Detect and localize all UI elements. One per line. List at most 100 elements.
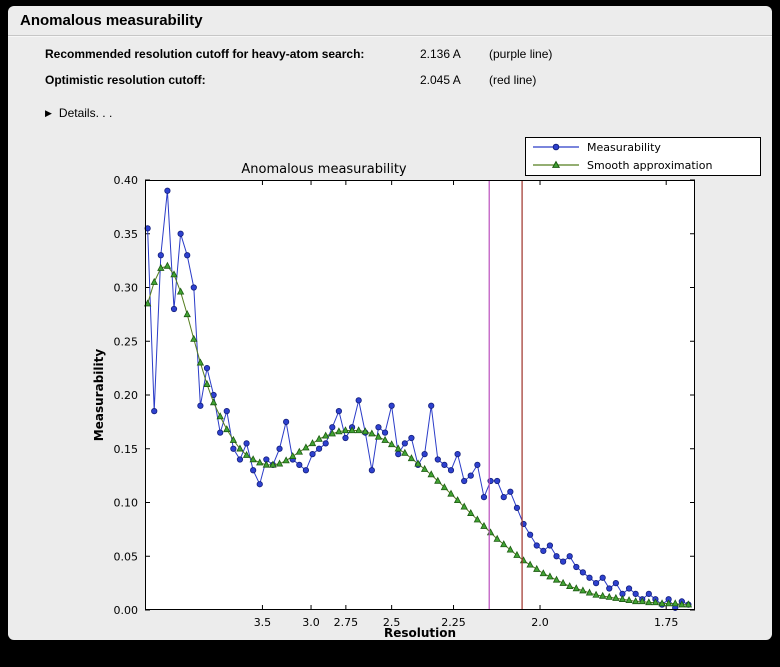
smooth-marker: [605, 592, 613, 600]
smooth-marker: [651, 598, 660, 606]
smooth-marker: [163, 261, 172, 269]
measurability-marker: [447, 467, 455, 474]
smooth-marker: [427, 470, 435, 478]
smooth-marker: [414, 459, 422, 467]
smooth-marker: [625, 596, 633, 604]
header-divider-highlight: [8, 36, 772, 37]
smooth-marker: [361, 427, 369, 435]
y-tick-label: 0.10: [114, 497, 139, 510]
axes-background: [145, 180, 695, 610]
smooth-marker: [533, 564, 541, 572]
measurability-marker: [606, 585, 613, 592]
measurability-marker: [579, 569, 586, 576]
legend-marker-circle: [552, 143, 560, 151]
y-tick-label: 0.05: [114, 550, 139, 563]
smooth-marker: [223, 425, 231, 433]
measurability-marker: [434, 456, 441, 463]
x-tick-label: 2.75: [334, 616, 359, 629]
measurability-marker: [223, 408, 230, 415]
smooth-marker: [295, 447, 303, 455]
smooth-marker: [216, 412, 224, 420]
y-tick-label: 0.20: [114, 389, 139, 402]
measurability-marker: [283, 418, 290, 425]
disclosure-triangle-icon: ▶: [45, 108, 52, 118]
smooth-marker: [447, 489, 455, 497]
measurability-marker: [586, 574, 593, 581]
smooth-marker: [506, 545, 515, 553]
smooth-marker: [434, 476, 442, 484]
measurability-marker: [388, 402, 395, 409]
header-divider: [8, 35, 772, 36]
optimistic-cutoff-label: Optimistic resolution cutoff:: [45, 73, 206, 87]
smooth-marker: [559, 578, 567, 586]
measurability-marker: [645, 590, 652, 597]
legend-label-smooth: Smooth approximation: [587, 159, 712, 172]
smooth-marker: [308, 439, 317, 447]
x-tick-label: 1.75: [654, 616, 679, 629]
smooth-marker: [387, 440, 396, 448]
smooth-marker: [664, 599, 673, 607]
smooth-marker: [242, 450, 251, 458]
smooth-marker: [368, 429, 376, 437]
y-tick-label: 0.30: [114, 282, 139, 295]
smooth-marker: [612, 593, 620, 601]
smooth-marker: [546, 572, 554, 580]
measurability-marker: [217, 429, 224, 436]
panel-window: Anomalous measurability Recommended reso…: [8, 6, 772, 640]
smooth-marker: [500, 540, 508, 548]
measurability-marker: [177, 230, 184, 237]
measurability-marker: [527, 531, 534, 538]
smooth-marker: [282, 456, 290, 464]
smooth-marker: [229, 435, 238, 443]
smooth-marker: [183, 310, 191, 318]
measurability-marker: [197, 402, 204, 409]
smooth-marker: [176, 287, 185, 295]
measurability-marker: [553, 553, 560, 560]
details-disclosure[interactable]: ▶ Details. . .: [45, 106, 112, 120]
optimistic-cutoff-note: (red line): [489, 73, 537, 87]
measurability-marker: [309, 451, 316, 458]
smooth-marker: [143, 299, 152, 307]
measurability-marker: [513, 504, 521, 511]
smooth-marker: [269, 460, 277, 468]
smooth-marker: [671, 599, 679, 607]
measurability-marker: [342, 434, 349, 442]
measurability-marker: [494, 477, 501, 485]
chart-title: Anomalous measurability: [241, 162, 407, 177]
measurability-marker: [316, 445, 323, 452]
cutoff-layer: [488, 180, 523, 610]
y-tick-label: 0.00: [114, 604, 139, 617]
details-label: Details. . .: [58, 106, 113, 120]
measurability-marker: [157, 252, 164, 259]
smooth-marker: [341, 426, 350, 434]
smooth-marker: [658, 599, 666, 607]
smooth-marker: [460, 502, 468, 510]
y-tick-label: 0.40: [114, 174, 139, 187]
legend-label-measurability: Measurability: [587, 141, 661, 154]
smooth-marker: [645, 598, 653, 606]
measurability-marker: [480, 494, 488, 501]
recommended-cutoff-note: (purple line): [489, 47, 553, 61]
smooth-marker: [394, 444, 402, 452]
page-title: Anomalous measurability: [20, 12, 203, 29]
measurability-marker: [190, 284, 197, 291]
x-tick-label: 2.0: [531, 616, 549, 629]
smooth-marker: [256, 458, 264, 466]
measurability-marker: [164, 187, 171, 194]
info-row-recommended: Recommended resolution cutoff for heavy-…: [8, 47, 772, 65]
measurability-marker: [599, 574, 606, 581]
smooth-marker: [513, 550, 521, 558]
measurability-marker: [355, 397, 362, 404]
chart-legend: Measurability Smooth approximation: [525, 137, 761, 176]
smooth-marker: [209, 398, 218, 406]
measurability-marker: [474, 461, 481, 468]
smooth-marker: [315, 434, 323, 442]
smooth-marker: [539, 569, 547, 577]
measurability-marker: [250, 467, 257, 474]
measurability-marker: [329, 424, 336, 431]
measurability-marker: [632, 590, 639, 597]
smooth-marker: [684, 600, 693, 608]
x-tick-label: 3.0: [302, 616, 320, 629]
measurability-marker: [566, 553, 573, 560]
